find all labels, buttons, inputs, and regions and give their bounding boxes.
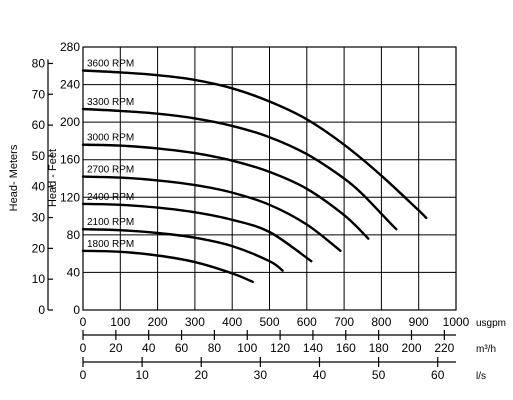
curve-2700-rpm xyxy=(81,175,342,252)
series-label: 3300 RPM xyxy=(87,97,134,108)
y-tick-label-feet: 200 xyxy=(60,115,80,129)
x-unit-ls: l/s xyxy=(476,371,486,382)
series-label: 2400 RPM xyxy=(87,192,134,203)
curve-3000-rpm xyxy=(81,143,370,240)
y-tick-label-meters: 60 xyxy=(32,118,46,132)
x-tick-label-m3h: 0 xyxy=(80,341,87,355)
x-tick-label-m3h: 120 xyxy=(270,341,290,355)
y-tick-label-feet: 160 xyxy=(60,153,80,167)
y-tick-label-meters: 40 xyxy=(32,180,46,194)
y-tick-label-meters: 0 xyxy=(38,303,45,317)
curve-3300-rpm xyxy=(81,107,398,231)
y-tick-label-meters: 80 xyxy=(32,56,46,70)
curve-2400-rpm xyxy=(81,202,313,263)
series-label: 2100 RPM xyxy=(87,217,134,228)
x-tick-label-m3h: 80 xyxy=(208,341,222,355)
x-tick-label-usgpm: 600 xyxy=(297,315,317,329)
x-tick-label-m3h: 160 xyxy=(336,341,356,355)
y-tick-label-feet: 280 xyxy=(60,40,80,54)
y-tick-label-feet: 240 xyxy=(60,78,80,92)
x-tick-label-ls: 0 xyxy=(80,368,87,382)
rpm-curves xyxy=(81,69,428,283)
x-tick-label-m3h: 60 xyxy=(175,341,189,355)
curve-2100-rpm xyxy=(81,228,284,272)
plot-frame xyxy=(82,46,457,311)
x-tick-label-m3h: 200 xyxy=(401,341,421,355)
series-label: 2700 RPM xyxy=(87,165,134,176)
y-tick-label-feet: 0 xyxy=(73,303,80,317)
x-tick-label-usgpm: 900 xyxy=(409,315,429,329)
x-tick-label-usgpm: 200 xyxy=(148,315,168,329)
y-tick-label-meters: 30 xyxy=(32,211,46,225)
x-tick-label-m3h: 20 xyxy=(109,341,123,355)
x-tick-label-m3h: 100 xyxy=(237,341,257,355)
series-label: 3600 RPM xyxy=(87,58,134,69)
y-tick-label-feet: 80 xyxy=(67,228,81,242)
y-tick-label-meters: 70 xyxy=(32,87,46,101)
x-unit-m3h: m³/h xyxy=(476,344,496,355)
x-tick-label-ls: 50 xyxy=(372,368,386,382)
x-tick-label-usgpm: 400 xyxy=(222,315,242,329)
x-tick-label-usgpm: 800 xyxy=(371,315,391,329)
x-tick-label-usgpm: 500 xyxy=(259,315,279,329)
x-unit-usgpm: usgpm xyxy=(476,318,506,329)
series-label: 1800 RPM xyxy=(87,239,134,250)
x-tick-label-usgpm: 700 xyxy=(334,315,354,329)
curve-1800-rpm xyxy=(81,249,254,283)
x-tick-label-usgpm: 0 xyxy=(80,315,87,329)
y-tick-label-meters: 10 xyxy=(32,272,46,286)
y-tick-label-feet: 40 xyxy=(67,265,81,279)
x-tick-label-ls: 30 xyxy=(254,368,268,382)
x-tick-label-usgpm: 100 xyxy=(110,315,130,329)
grid xyxy=(82,46,457,311)
x-tick-label-m3h: 40 xyxy=(142,341,156,355)
y-axis-label-feet: Head - Feet xyxy=(47,149,59,207)
y-tick-label-meters: 20 xyxy=(32,241,46,255)
x-tick-label-m3h: 140 xyxy=(303,341,323,355)
x-tick-label-m3h: 220 xyxy=(434,341,454,355)
x-tick-label-m3h: 180 xyxy=(369,341,389,355)
y-tick-label-meters: 50 xyxy=(32,149,46,163)
x-tick-label-usgpm: 1000 xyxy=(443,315,470,329)
curve-3600-rpm xyxy=(81,69,428,220)
x-tick-label-ls: 60 xyxy=(431,368,445,382)
y-axis-label-meters: Head- Meters xyxy=(8,144,20,211)
x-tick-label-ls: 20 xyxy=(195,368,209,382)
x-tick-label-ls: 10 xyxy=(135,368,149,382)
x-tick-label-ls: 40 xyxy=(313,368,327,382)
x-tick-label-usgpm: 300 xyxy=(185,315,205,329)
series-label: 3000 RPM xyxy=(87,133,134,144)
y-tick-label-feet: 120 xyxy=(60,190,80,204)
